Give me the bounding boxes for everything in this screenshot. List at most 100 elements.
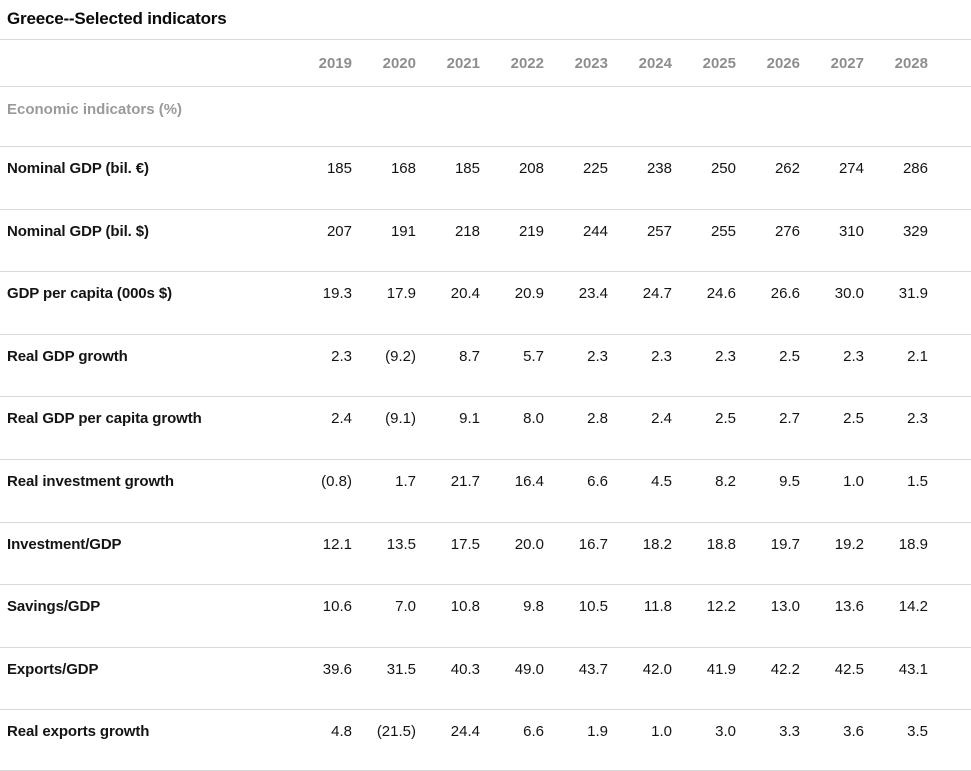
cell-value: 2.5 [715,410,736,428]
cell-value: 24.4 [450,723,480,741]
year-header: 2023 [574,54,608,72]
cell-value: 2.1 [907,347,928,365]
cell-value: 20.0 [514,535,544,553]
cell-value: 3.3 [779,723,800,741]
cell-value: 31.9 [898,285,928,303]
year-header: 2022 [510,54,544,72]
table-row: Investment/GDP 12.1 13.5 17.5 20.0 16.7 18.2 18… [0,523,971,586]
cell-value: (9.1) [385,410,416,428]
cell-value: 2.5 [843,410,864,428]
cell-value: 11.8 [643,598,672,616]
row-label: Real investment growth [7,472,174,490]
cell-value: 2.7 [779,410,800,428]
table-row: Nominal GDP (bil. $) 207 191 218 219 244 257 25… [0,210,971,273]
cell-value: 31.5 [386,660,416,678]
cell-value: 2.3 [651,347,672,365]
cell-value: 310 [838,222,864,240]
cell-value: 14.2 [898,598,928,616]
cell-value: 8.2 [715,472,736,490]
cell-value: 5.7 [523,347,544,365]
cell-value: 2.8 [587,410,608,428]
cell-value: 7.0 [395,598,416,616]
row-label: Real GDP growth [7,347,128,365]
cell-value: 2.3 [587,347,608,365]
cell-value: 208 [518,160,544,177]
cell-value: 219 [518,222,544,240]
table-row: Real investment growth (0.8) 1.7 21.7 16.4 6.… [0,460,971,523]
cell-value: 2.4 [331,410,352,428]
row-label: Real GDP per capita growth [7,410,202,428]
cell-value: 286 [902,160,928,177]
section-header-row: Economic indicators (%) [0,87,971,147]
cell-value: 244 [582,222,608,240]
cell-value: 26.6 [770,285,800,303]
table-title: Greece--Selected indicators [7,9,227,28]
row-label: GDP per capita (000s $) [7,285,173,303]
cell-value: (9.2) [385,347,416,365]
cell-value: 8.0 [523,410,544,428]
cell-value: 24.6 [706,285,736,303]
cell-value: 1.0 [843,472,864,490]
year-header: 2026 [766,54,800,72]
cell-value: 42.5 [834,660,864,678]
cell-value: 250 [710,160,736,177]
cell-value: 42.2 [770,660,800,678]
table-body: Nominal GDP (bil. €) 185 168 185 208 225 238 25… [0,147,971,771]
cell-value: 13.0 [770,598,800,616]
table-row: Exports/GDP 39.6 31.5 40.3 49.0 43.7 42.0 41.9 4… [0,648,971,711]
year-header: 2020 [382,54,416,72]
cell-value: 4.8 [331,723,352,741]
row-label: Nominal GDP (bil. $) [7,222,149,240]
cell-value: 6.6 [587,472,608,490]
cell-value: 43.7 [578,660,608,678]
cell-value: 23.4 [578,285,608,303]
cell-value: 262 [774,160,800,177]
cell-value: 21.7 [450,472,480,490]
cell-value: 10.8 [450,598,480,616]
cell-value: 49.0 [514,660,544,678]
cell-value: 1.7 [395,472,416,490]
cell-value: 4.5 [651,472,672,490]
cell-value: 3.6 [843,723,864,741]
cell-value: 1.9 [587,723,608,741]
row-label: Investment/GDP [7,535,122,553]
year-header: 2021 [446,54,480,72]
cell-value: 191 [390,222,416,240]
cell-value: 19.3 [322,285,352,303]
table-row: Nominal GDP (bil. €) 185 168 185 208 225 238 25… [0,147,971,210]
cell-value: 2.3 [843,347,864,365]
cell-value: 41.9 [706,660,736,678]
cell-value: 13.6 [834,598,864,616]
cell-value: 39.6 [322,660,352,678]
row-label: Real exports growth [7,723,150,741]
cell-value: 16.4 [514,472,544,490]
year-header-row: 2019 2020 2021 2022 2023 2024 2025 2026 2027 2028 [0,40,971,87]
year-header: 2028 [894,54,928,72]
cell-value: 9.1 [459,410,480,428]
cell-value: 2.4 [651,410,672,428]
cell-value: 185 [326,160,352,177]
table-row: Real GDP growth 2.3 (9.2) 8.7 5.7 2.3 2.3 2.3 2.… [0,335,971,398]
cell-value: 17.5 [450,535,480,553]
cell-value: 257 [646,222,672,240]
cell-value: 12.2 [706,598,736,616]
cell-value: 24.7 [642,285,672,303]
cell-value: 2.3 [907,410,928,428]
cell-value: 40.3 [450,660,480,678]
row-label: Nominal GDP (bil. €) [7,160,149,177]
cell-value: 19.2 [834,535,864,553]
cell-value: 1.0 [651,723,672,741]
cell-value: 30.0 [834,285,864,303]
cell-value: 9.5 [779,472,800,490]
year-header: 2027 [830,54,864,72]
cell-value: 185 [454,160,480,177]
cell-value: 218 [454,222,480,240]
cell-value: 17.9 [386,285,416,303]
cell-value: 207 [326,222,352,240]
cell-value: 13.5 [386,535,416,553]
cell-value: 225 [582,160,608,177]
cell-value: 255 [710,222,736,240]
cell-value: 1.5 [907,472,928,490]
cell-value: 20.4 [450,285,480,303]
cell-value: 18.8 [706,535,736,553]
